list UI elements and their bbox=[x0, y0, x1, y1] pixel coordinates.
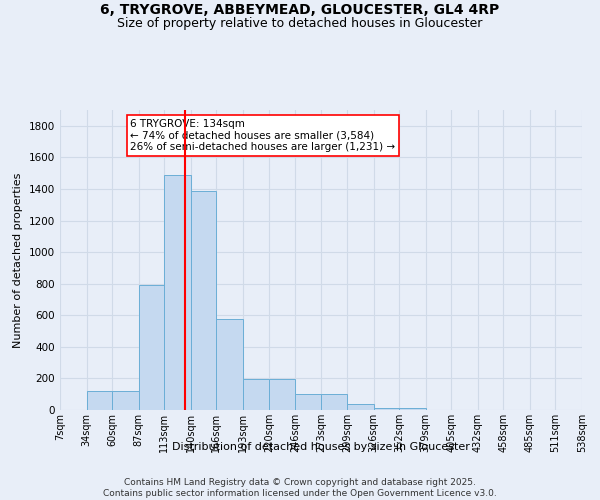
Bar bbox=[217, 319, 243, 410]
Text: Size of property relative to detached houses in Gloucester: Size of property relative to detached ho… bbox=[118, 18, 482, 30]
Bar bbox=[295, 394, 322, 410]
Bar bbox=[269, 379, 295, 410]
Bar bbox=[347, 404, 374, 410]
Bar bbox=[322, 394, 347, 410]
Bar bbox=[399, 408, 425, 410]
Bar bbox=[374, 408, 399, 410]
Bar bbox=[191, 192, 217, 410]
Text: Contains HM Land Registry data © Crown copyright and database right 2025.
Contai: Contains HM Land Registry data © Crown c… bbox=[103, 478, 497, 498]
Bar bbox=[164, 174, 191, 410]
Bar bbox=[243, 379, 269, 410]
Bar bbox=[139, 286, 164, 410]
Text: 6, TRYGROVE, ABBEYMEAD, GLOUCESTER, GL4 4RP: 6, TRYGROVE, ABBEYMEAD, GLOUCESTER, GL4 … bbox=[100, 2, 500, 16]
Text: Distribution of detached houses by size in Gloucester: Distribution of detached houses by size … bbox=[172, 442, 470, 452]
Text: 6 TRYGROVE: 134sqm
← 74% of detached houses are smaller (3,584)
26% of semi-deta: 6 TRYGROVE: 134sqm ← 74% of detached hou… bbox=[130, 119, 395, 152]
Y-axis label: Number of detached properties: Number of detached properties bbox=[13, 172, 23, 348]
Bar bbox=[112, 391, 139, 410]
Bar bbox=[86, 391, 112, 410]
